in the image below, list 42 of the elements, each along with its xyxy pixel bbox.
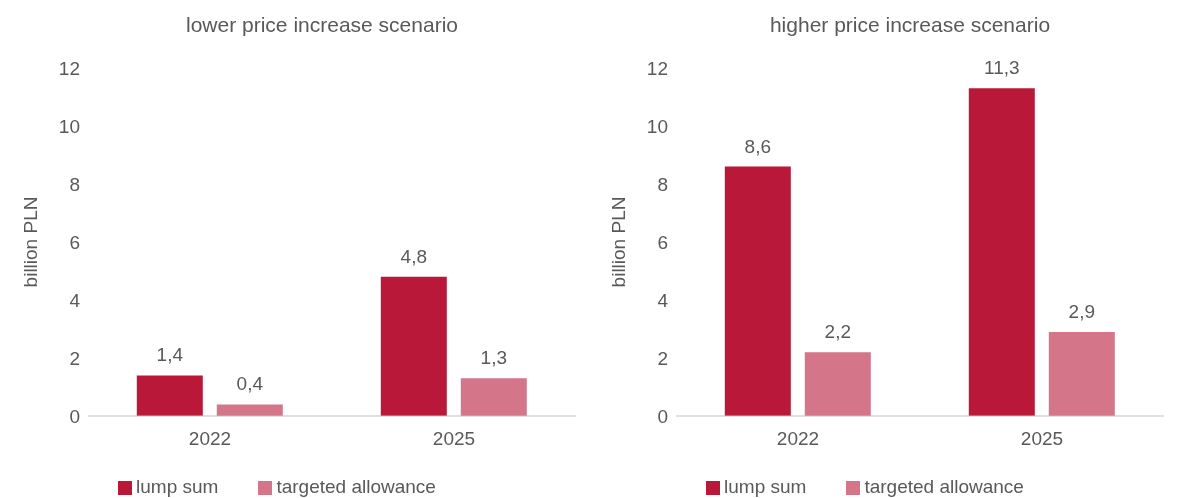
y-tick-label: 0 (657, 405, 668, 427)
y-tick-label: 6 (69, 231, 80, 253)
legend-label: lump sum (136, 476, 219, 497)
x-tick-label: 2025 (432, 428, 476, 450)
data-label: 1,4 (156, 344, 184, 366)
data-label: 8,6 (744, 135, 772, 157)
y-tick-label: 10 (58, 115, 80, 137)
y-tick-label: 4 (69, 289, 81, 311)
data-label: 2,2 (824, 321, 852, 343)
bar (216, 404, 283, 416)
y-tick-label: 0 (69, 405, 80, 427)
legend-label: lump sum (724, 476, 807, 497)
bar (136, 375, 203, 416)
y-tick-label: 2 (657, 347, 668, 369)
bar (724, 166, 791, 416)
legend-label: targeted allowance (276, 476, 436, 497)
x-tick-label: 2022 (776, 428, 820, 450)
y-tick-label: 4 (657, 289, 669, 311)
bar (804, 352, 871, 416)
data-label: 11,3 (984, 57, 1020, 79)
y-tick-label: 12 (58, 57, 80, 79)
bar (460, 378, 527, 416)
data-label: 2,9 (1068, 300, 1096, 322)
y-tick-label: 12 (646, 57, 668, 79)
bar (968, 88, 1035, 416)
bar (380, 276, 447, 416)
legend-label: targeted allowance (864, 476, 1024, 497)
chart-title: lower price increase scenario (185, 12, 459, 38)
y-axis-title: billion PLN (607, 196, 629, 288)
y-tick-label: 8 (657, 173, 668, 195)
data-label: 0,4 (236, 373, 264, 395)
y-tick-label: 10 (646, 115, 668, 137)
data-label: 4,8 (400, 245, 428, 267)
y-tick-label: 8 (69, 173, 80, 195)
chart-title: higher price increase scenario (768, 12, 1052, 38)
x-tick-label: 2022 (188, 428, 232, 450)
y-tick-label: 2 (69, 347, 80, 369)
y-axis-title: billion PLN (19, 196, 41, 288)
y-tick-label: 6 (657, 231, 668, 253)
bar (1048, 331, 1115, 416)
data-label: 1,3 (480, 347, 508, 369)
x-tick-label: 2025 (1020, 428, 1064, 450)
